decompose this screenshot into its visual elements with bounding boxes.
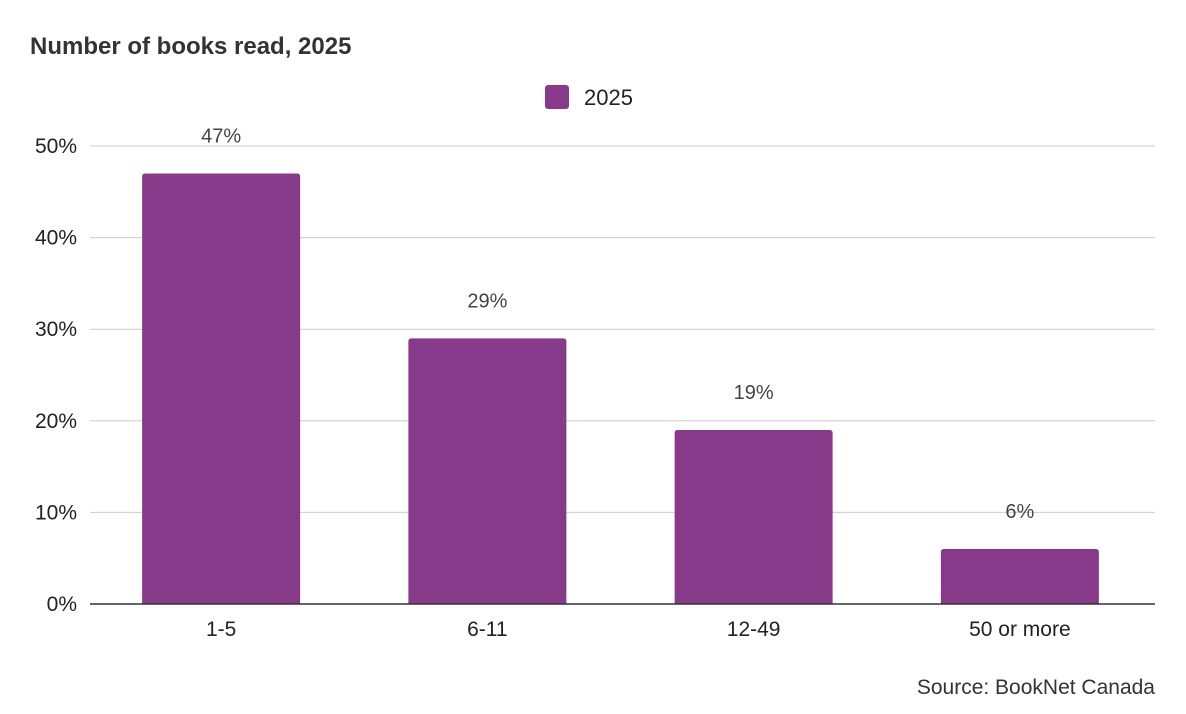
y-tick-label: 40%	[35, 227, 77, 250]
legend-swatch	[545, 85, 569, 109]
legend: 2025	[545, 85, 633, 110]
y-tick-label: 0%	[47, 593, 77, 616]
x-axis-labels: 1-5 6-11 12-49 50 or more	[206, 618, 1071, 641]
y-tick-label: 50%	[35, 135, 77, 158]
data-label: 47%	[201, 125, 241, 147]
bars	[142, 173, 1099, 605]
x-tick-label: 6-11	[467, 618, 507, 641]
x-tick-label: 1-5	[206, 618, 236, 641]
data-label: 29%	[467, 290, 507, 312]
source-label: Source: BookNet Canada	[917, 676, 1155, 699]
legend-label: 2025	[584, 85, 633, 110]
data-label: 19%	[734, 382, 774, 404]
y-tick-label: 30%	[35, 318, 77, 341]
bar-50-or-more	[940, 549, 1099, 604]
chart-title: Number of books read, 2025	[30, 33, 351, 60]
y-axis-labels: 0% 10% 20% 30% 40% 50%	[35, 135, 77, 616]
x-tick-label: 12-49	[727, 618, 781, 641]
y-tick-label: 20%	[35, 410, 77, 433]
x-tick-label: 50 or more	[969, 618, 1071, 641]
bar-6-11	[408, 338, 567, 604]
bar-1-5	[142, 173, 301, 605]
data-label: 6%	[1005, 501, 1034, 523]
data-labels: 47% 29% 19% 6%	[201, 125, 1034, 523]
y-tick-label: 10%	[35, 501, 77, 524]
bar-12-49	[674, 429, 833, 604]
